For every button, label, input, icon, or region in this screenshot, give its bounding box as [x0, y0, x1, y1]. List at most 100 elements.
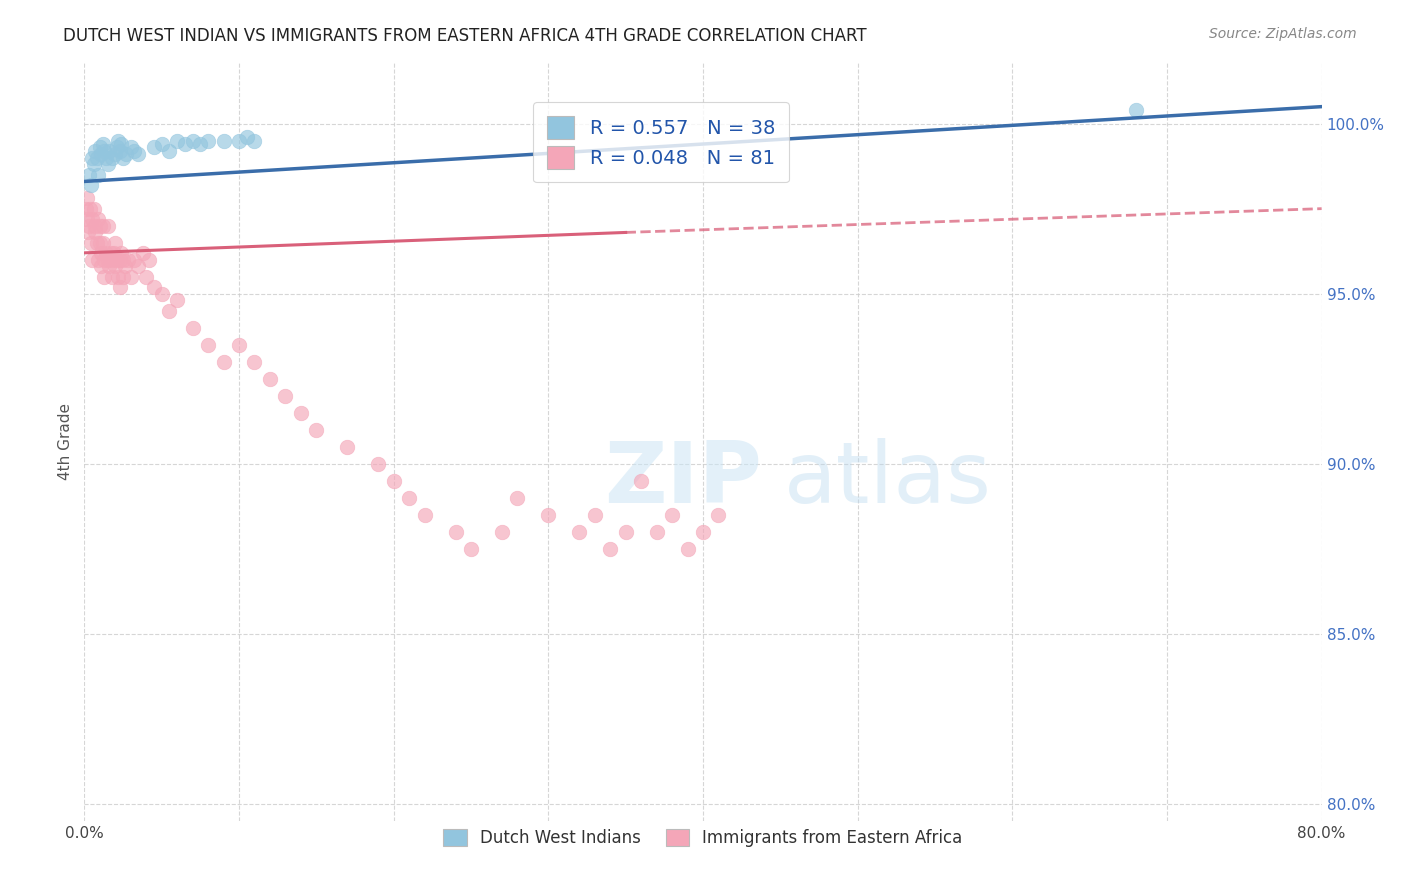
Point — [90, 147, 112, 161]
Point — [84, 219, 107, 233]
Point — [87, 168, 110, 182]
Legend: Dutch West Indians, Immigrants from Eastern Africa: Dutch West Indians, Immigrants from East… — [437, 822, 969, 854]
Point — [645, 524, 668, 539]
Point — [243, 354, 266, 368]
Point — [108, 252, 131, 267]
Point — [84, 144, 107, 158]
Text: Source: ZipAtlas.com: Source: ZipAtlas.com — [1209, 27, 1357, 41]
Point — [96, 219, 118, 233]
Point — [90, 260, 112, 274]
Point — [94, 151, 117, 165]
Point — [82, 211, 104, 226]
Point — [75, 202, 97, 216]
Point — [98, 144, 121, 158]
Point — [93, 252, 115, 267]
Point — [83, 157, 105, 171]
Point — [127, 147, 149, 161]
Point — [76, 211, 98, 226]
Point — [104, 147, 127, 161]
Point — [101, 151, 124, 165]
Point — [614, 524, 637, 539]
Point — [166, 134, 188, 148]
Point — [101, 269, 124, 284]
Point — [84, 226, 107, 240]
Point — [274, 389, 297, 403]
Point — [93, 144, 115, 158]
Point — [259, 371, 281, 385]
Point — [91, 136, 114, 151]
Point — [104, 260, 127, 274]
Point — [1125, 103, 1147, 117]
Point — [174, 136, 197, 151]
Point — [117, 252, 139, 267]
Point — [367, 457, 389, 471]
Point — [120, 140, 142, 154]
Point — [96, 252, 118, 267]
Point — [112, 252, 135, 267]
Point — [460, 541, 482, 556]
Point — [506, 491, 529, 505]
Point — [583, 508, 606, 522]
Point — [86, 235, 108, 250]
Point — [91, 235, 114, 250]
Point — [110, 136, 132, 151]
Point — [77, 219, 100, 233]
Point — [108, 144, 131, 158]
Point — [108, 280, 131, 294]
Point — [212, 134, 235, 148]
Point — [110, 245, 132, 260]
Point — [89, 140, 111, 154]
Point — [77, 168, 100, 182]
Point — [599, 541, 621, 556]
Point — [159, 144, 180, 158]
Point — [122, 144, 145, 158]
Point — [138, 252, 160, 267]
Point — [77, 226, 100, 240]
Text: ZIP: ZIP — [605, 438, 762, 521]
Point — [132, 245, 155, 260]
Point — [96, 157, 118, 171]
Point — [79, 202, 101, 216]
Point — [197, 134, 219, 148]
Point — [661, 508, 683, 522]
Point — [122, 252, 145, 267]
Point — [82, 151, 104, 165]
Point — [228, 134, 250, 148]
Point — [87, 252, 110, 267]
Point — [188, 136, 212, 151]
Point — [103, 245, 125, 260]
Point — [382, 474, 405, 488]
Point — [630, 474, 652, 488]
Point — [82, 252, 104, 267]
Point — [491, 524, 513, 539]
Point — [568, 524, 591, 539]
Point — [290, 406, 312, 420]
Point — [398, 491, 420, 505]
Point — [143, 280, 166, 294]
Text: atlas: atlas — [783, 438, 991, 521]
Point — [305, 423, 328, 437]
Point — [100, 245, 122, 260]
Point — [212, 354, 235, 368]
Point — [90, 245, 112, 260]
Point — [159, 303, 180, 318]
Point — [105, 140, 128, 154]
Point — [228, 337, 250, 351]
Point — [101, 252, 124, 267]
Point — [127, 260, 149, 274]
Point — [76, 191, 98, 205]
Point — [336, 440, 359, 454]
Point — [79, 178, 101, 192]
Point — [114, 260, 136, 274]
Point — [105, 252, 128, 267]
Point — [707, 508, 730, 522]
Point — [166, 293, 188, 308]
Point — [89, 219, 111, 233]
Point — [243, 134, 266, 148]
Point — [104, 235, 127, 250]
Point — [98, 260, 121, 274]
Point — [79, 235, 101, 250]
Point — [120, 269, 142, 284]
Point — [94, 245, 117, 260]
Point — [83, 202, 105, 216]
